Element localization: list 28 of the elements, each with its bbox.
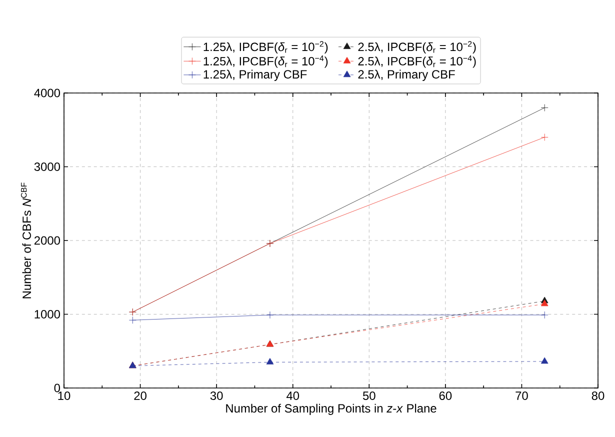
y-tick-label: 2000: [34, 236, 60, 245]
point: [128, 316, 136, 324]
legend-label: 1.25λ, IPCBF(δ$_{r}$ = 10$^{−2}$): [204, 41, 328, 54]
x-tick-label: 40: [286, 392, 300, 400]
x-tick-label: 30: [210, 392, 223, 400]
x-tick-label: 10: [58, 392, 70, 400]
legend-label: 2.5λ, IPCBF(δ$_{r}$ = 10$^{−2}$): [358, 41, 476, 54]
legend-label: 1.25λ, Primary CBF: [204, 70, 307, 81]
point: [266, 311, 274, 319]
legend-label: 2.5λ, IPCBF(δ$_{r}$ = 10$^{−4}$): [358, 56, 476, 68]
y-tick-label: 0: [54, 384, 60, 392]
legend-label: 2.5λ, Primary CBF: [358, 70, 455, 81]
x-axis-title: Number of Sampling Points in z-x Plane: [226, 404, 436, 415]
x-tick-label: 50: [362, 392, 376, 400]
x-tick-label: 20: [134, 392, 146, 400]
point: [540, 104, 548, 112]
y-tick-label: 4000: [34, 88, 60, 98]
x-tick-label: 80: [592, 392, 604, 400]
point: [540, 357, 548, 364]
point: [540, 311, 548, 319]
legend-label: 1.25λ, IPCBF(δ$_{r}$ = 10$^{−4}$): [204, 56, 328, 68]
y-tick-label: 1000: [34, 310, 60, 318]
y-tick-label: 3000: [34, 162, 60, 171]
x-tick-label: 70: [516, 392, 528, 400]
point: [266, 358, 274, 364]
x-tick-label: 60: [439, 392, 452, 400]
point: [540, 134, 548, 141]
y-axis-title: Number of CBFs N$^{CBF}$: [21, 182, 32, 298]
